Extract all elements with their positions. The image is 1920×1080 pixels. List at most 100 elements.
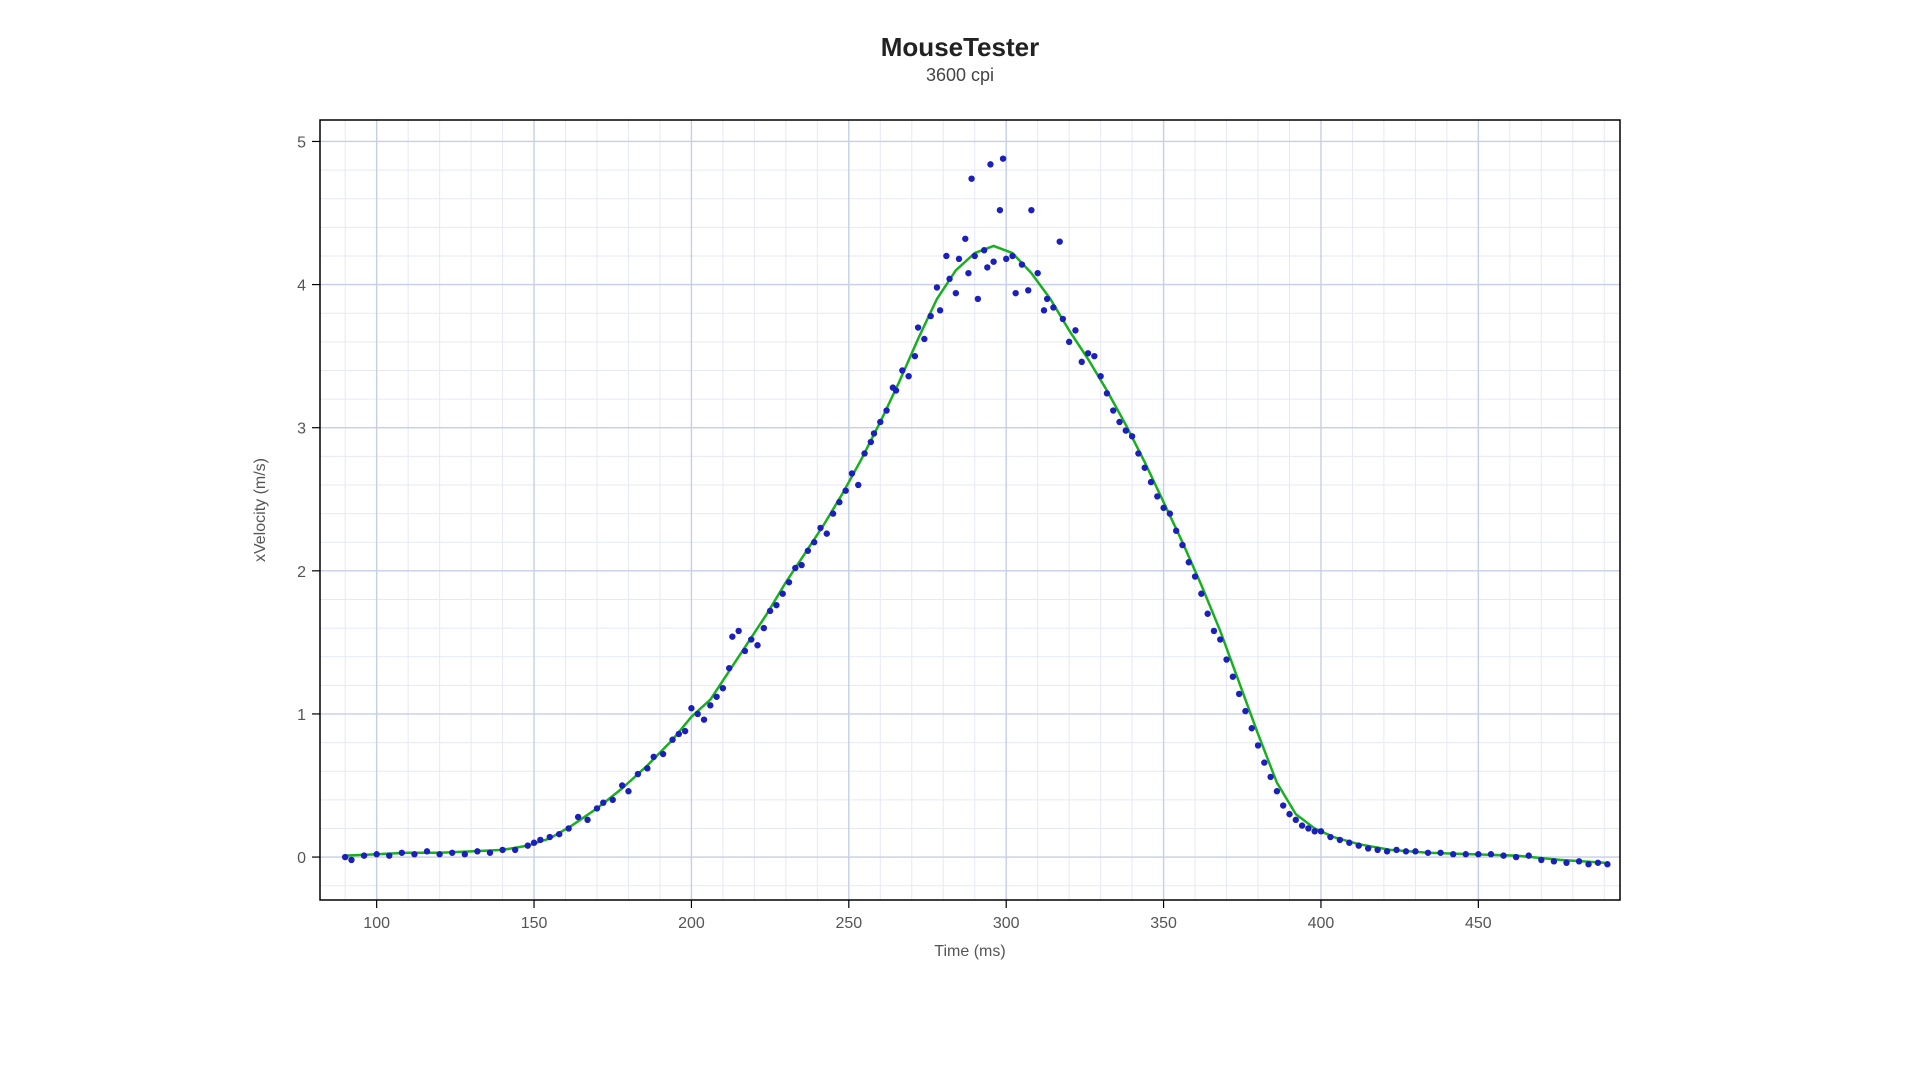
scatter-point [1280,802,1286,808]
x-ticks: 100150200250300350400450 [363,900,1491,932]
scatter-point [780,591,786,597]
y-ticks: 012345 [297,134,320,867]
scatter-point [547,834,553,840]
scatter-point [1267,774,1273,780]
scatter-point [584,817,590,823]
x-tick-label: 350 [1150,915,1177,932]
scatter-point [1437,850,1443,856]
scatter-point [805,548,811,554]
scatter-point [946,276,952,282]
scatter-point [1286,811,1292,817]
scatter-point [525,842,531,848]
scatter-point [1204,611,1210,617]
scatter-point [1595,860,1601,866]
scatter-point [676,731,682,737]
y-axis-label: xVelocity (m/s) [252,458,269,562]
scatter-point [1060,316,1066,322]
scatter-point [1500,852,1506,858]
scatter-point [972,253,978,259]
scatter-point [1179,542,1185,548]
scatter-point [899,367,905,373]
scatter-point [1425,850,1431,856]
scatter-point [1091,353,1097,359]
scatter-point [968,175,974,181]
scatter-point [1028,207,1034,213]
scatter-point [1135,450,1141,456]
scatter-point [1003,256,1009,262]
scatter-point [713,694,719,700]
scatter-point [1097,373,1103,379]
scatter-point [773,602,779,608]
scatter-point [575,814,581,820]
scatter-point [487,850,493,856]
scatter-point [1141,465,1147,471]
scatter-point [1576,858,1582,864]
scatter-point [927,313,933,319]
scatter-point [981,247,987,253]
scatter-point [953,290,959,296]
scatter-point [1412,848,1418,854]
scatter-point [1019,261,1025,267]
plot-background [320,120,1620,900]
scatter-point [1072,327,1078,333]
scatter-point [1154,493,1160,499]
y-tick-label: 4 [297,278,306,295]
scatter-point [1034,270,1040,276]
scatter-point [474,848,480,854]
scatter-point [1488,851,1494,857]
scatter-point [990,258,996,264]
scatter-point [1236,691,1242,697]
scatter-point [1551,858,1557,864]
scatter-point [1403,848,1409,854]
scatter-point [1526,852,1532,858]
scatter-point [1384,848,1390,854]
x-tick-label: 100 [363,915,390,932]
scatter-point [877,419,883,425]
scatter-point [868,439,874,445]
x-tick-label: 250 [835,915,862,932]
scatter-point [399,850,405,856]
scatter-point [956,256,962,262]
scatter-point [1041,307,1047,313]
y-tick-label: 1 [297,707,306,724]
x-tick-label: 450 [1465,915,1492,932]
scatter-point [742,648,748,654]
x-tick-label: 300 [993,915,1020,932]
scatter-point [650,754,656,760]
scatter-point [1211,628,1217,634]
scatter-point [842,487,848,493]
x-axis-label: Time (ms) [934,943,1005,960]
scatter-point [600,799,606,805]
scatter-point [836,499,842,505]
scatter-point [1050,304,1056,310]
scatter-point [937,307,943,313]
scatter-point [855,482,861,488]
scatter-point [934,284,940,290]
velocity-chart: 100150200250300350400450012345Time (ms)x… [0,0,1920,1080]
scatter-point [824,530,830,536]
chart-subtitle: 3600 cpi [0,65,1920,86]
scatter-point [695,711,701,717]
scatter-point [1192,573,1198,579]
scatter-point [361,852,367,858]
scatter-point [1000,155,1006,161]
scatter-point [1393,847,1399,853]
scatter-point [1255,742,1261,748]
scatter-point [342,854,348,860]
x-tick-label: 200 [678,915,705,932]
scatter-point [921,336,927,342]
y-tick-label: 5 [297,134,306,151]
scatter-point [1085,350,1091,356]
scatter-point [798,562,804,568]
scatter-point [786,579,792,585]
scatter-point [1223,656,1229,662]
scatter-point [1249,725,1255,731]
scatter-point [997,207,1003,213]
scatter-point [1261,759,1267,765]
scatter-point [348,857,354,863]
y-tick-label: 2 [297,564,306,581]
scatter-point [1374,847,1380,853]
scatter-point [1242,708,1248,714]
scatter-point [1148,479,1154,485]
scatter-point [1538,857,1544,863]
